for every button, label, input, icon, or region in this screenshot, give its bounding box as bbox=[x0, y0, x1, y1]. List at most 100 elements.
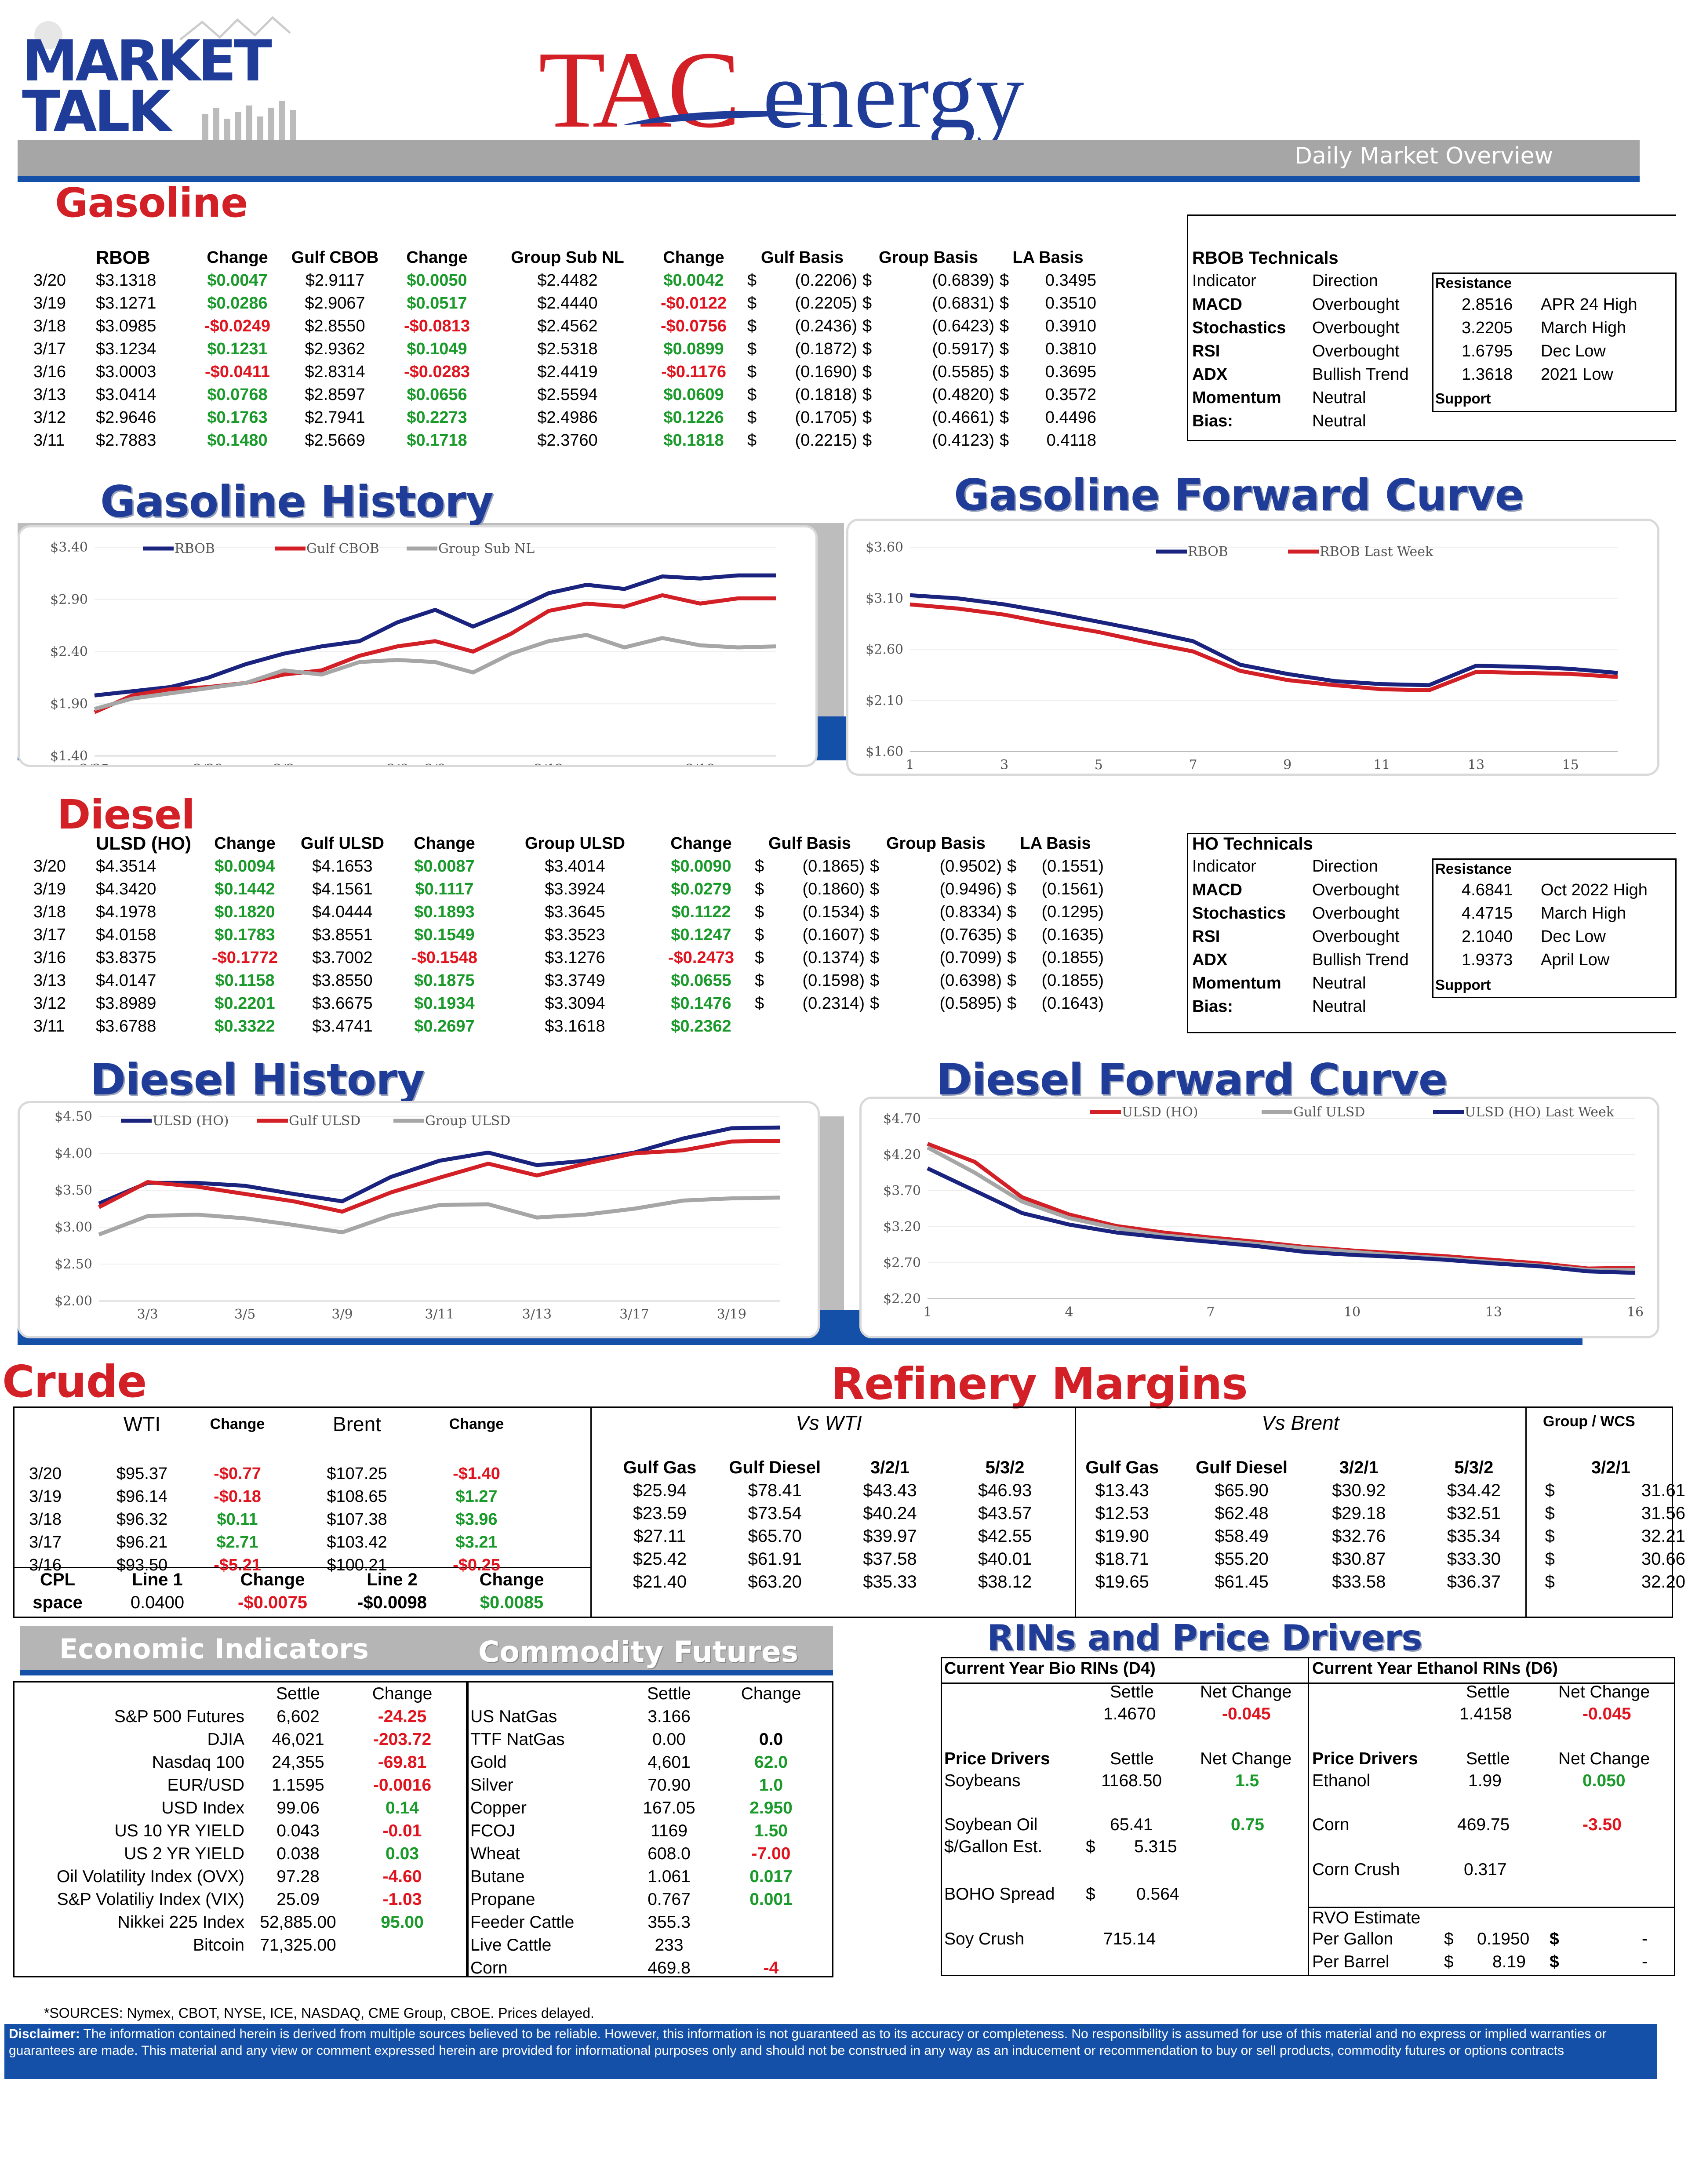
series-line bbox=[94, 593, 776, 714]
commodity-change bbox=[720, 1934, 822, 1957]
row-price: $2.9117 bbox=[305, 271, 365, 290]
y-tick-label: $2.00 bbox=[55, 1294, 92, 1309]
cpl-line bbox=[13, 1567, 591, 1568]
commodity-row: Copper 167.05 2.950 bbox=[468, 1797, 822, 1820]
row-change: $0.2697 bbox=[414, 1017, 475, 1036]
row-change: $0.1549 bbox=[414, 925, 475, 944]
crude-wti: $96.32 bbox=[116, 1510, 168, 1529]
ho-tech-h-ind: Indicator bbox=[1192, 857, 1256, 876]
ref-h0: Gulf Gas bbox=[623, 1457, 697, 1477]
cpl-h1: Line 1 bbox=[132, 1570, 183, 1589]
econ-change: -69.81 bbox=[378, 1753, 427, 1772]
gas-h2: Change bbox=[207, 248, 268, 267]
y-tick-label: $3.10 bbox=[866, 591, 903, 606]
x-tick-label: 1 bbox=[923, 1305, 931, 1320]
row-change: $0.0090 bbox=[671, 857, 731, 876]
tech-level-note: Dec Low bbox=[1541, 927, 1606, 946]
refinery-cell: $78.41 bbox=[748, 1480, 802, 1500]
econ-change: -24.25 bbox=[378, 1707, 427, 1726]
tech-level-value: 2.8516 bbox=[1462, 295, 1513, 314]
crude-brent: $100.21 bbox=[327, 1555, 387, 1574]
row-price: $2.8314 bbox=[305, 362, 365, 381]
basis-dollar: $ bbox=[862, 431, 872, 450]
per-barrel-label: Per Barrel bbox=[1312, 1952, 1390, 1971]
price-row: 3/18 $4.1978 $0.1820 $4.0444 $0.1893 $3.3645 $… bbox=[31, 901, 1106, 923]
row-basis: $ (0.2215) bbox=[745, 429, 860, 452]
basis-dollar: $ bbox=[747, 271, 757, 290]
row-change: $0.0279 bbox=[671, 879, 731, 898]
gas-h3: Gulf CBOB bbox=[291, 248, 379, 267]
refinery-cell: $43.57 bbox=[978, 1503, 1032, 1523]
econ-h1: Settle bbox=[276, 1684, 320, 1703]
crude-brent-change: -$1.40 bbox=[453, 1464, 500, 1483]
crude-h4: Change bbox=[449, 1415, 504, 1432]
tech-direction: Overbought bbox=[1312, 927, 1400, 946]
econ-name: Bitcoin bbox=[193, 1936, 244, 1955]
basis-value: 0.3510 bbox=[1045, 294, 1096, 313]
commodity-settle: 0.767 bbox=[648, 1890, 691, 1909]
row-price: $3.6788 bbox=[96, 1017, 156, 1036]
market-talk-logo: MARKET TALK bbox=[18, 13, 299, 145]
refinery-cell: $43.43 bbox=[863, 1480, 917, 1500]
commodity-name: TTF NatGas bbox=[470, 1730, 565, 1749]
tech-level-note: APR 24 High bbox=[1541, 295, 1637, 314]
wcs-dollar: $ bbox=[1545, 1480, 1555, 1500]
basis-value: (0.1855) bbox=[1041, 971, 1104, 990]
row-date: 3/17 bbox=[33, 339, 66, 358]
row-basis: $ (0.8334) bbox=[867, 901, 1004, 923]
basis-dollar: $ bbox=[754, 925, 764, 944]
gasoline-forward-title: Gasoline Forward Curve bbox=[954, 470, 1524, 520]
crude-wti: $93.50 bbox=[116, 1555, 168, 1574]
econ-change: 0.14 bbox=[386, 1799, 419, 1817]
econ-rows: S&P 500 Futures 6,602 -24.25 DJIA 46,021 -203… bbox=[18, 1705, 455, 1957]
row-change: $0.1158 bbox=[215, 971, 275, 990]
x-tick-label: 3/3 bbox=[137, 1307, 158, 1322]
price-row: 3/19 $3.1271 $0.0286 $2.9067 $0.0517 $2.4440 -… bbox=[31, 292, 1099, 315]
row-price: $3.4741 bbox=[312, 1017, 373, 1036]
per-gallon-value: 0.1950 bbox=[1477, 1930, 1530, 1948]
row-basis: $ (0.1635) bbox=[1004, 923, 1106, 946]
row-change: $0.0047 bbox=[207, 271, 268, 290]
econ-settle: 1.1595 bbox=[272, 1776, 324, 1795]
row-price: $3.1271 bbox=[96, 294, 156, 313]
ethanol-settle: 1.99 bbox=[1468, 1771, 1502, 1790]
crude-wti-change: $0.11 bbox=[217, 1510, 258, 1529]
basis-dollar: $ bbox=[747, 316, 757, 335]
tech-indicator: Momentum bbox=[1192, 974, 1281, 992]
ref-h6: 3/2/1 bbox=[1339, 1457, 1379, 1477]
commodity-change: 62.0 bbox=[754, 1753, 788, 1772]
basis-dollar: $ bbox=[862, 362, 872, 381]
basis-value: (0.1607) bbox=[802, 925, 865, 944]
basis-dollar: $ bbox=[862, 408, 872, 427]
rins-divider bbox=[1308, 1657, 1309, 1976]
basis-dollar: $ bbox=[1007, 994, 1017, 1013]
row-basis: $ (0.6423) bbox=[860, 315, 997, 338]
ho-levels-box bbox=[1432, 858, 1677, 998]
comm-header-row: Settle Change bbox=[468, 1683, 822, 1705]
ref-h2: 3/2/1 bbox=[870, 1457, 909, 1477]
boho-label: BOHO Spread bbox=[944, 1885, 1055, 1904]
tech-indicator: Stochastics bbox=[1192, 319, 1286, 337]
refinery-cell: $25.94 bbox=[633, 1480, 687, 1500]
basis-value: (0.8334) bbox=[939, 902, 1002, 921]
row-change: $0.1476 bbox=[671, 994, 731, 1013]
crude-wti: $96.21 bbox=[116, 1533, 168, 1552]
y-tick-label: $3.40 bbox=[50, 540, 88, 555]
commodity-name: FCOJ bbox=[470, 1821, 515, 1840]
crude-h1: WTI bbox=[123, 1413, 161, 1435]
pd-left-change-h: Net Change bbox=[1200, 1749, 1292, 1768]
tech-indicator: ADX bbox=[1192, 365, 1228, 384]
legend-label: RBOB Last Week bbox=[1320, 544, 1433, 560]
x-tick-label: 1 bbox=[906, 757, 914, 773]
commodity-name: Corn bbox=[470, 1959, 508, 1977]
refinery-rows: $25.94 $78.41 $43.43 $46.93 $13.43 $65.90 $30.… bbox=[604, 1479, 1688, 1593]
tech-indicator: Momentum bbox=[1192, 389, 1281, 407]
econ-settle: 0.043 bbox=[276, 1821, 320, 1840]
refinery-cell: $29.18 bbox=[1332, 1503, 1386, 1523]
soy-crush-label: Soy Crush bbox=[944, 1930, 1025, 1948]
crude-brent: $103.42 bbox=[327, 1533, 387, 1552]
x-tick-label: 7 bbox=[1189, 757, 1197, 773]
cpl-h4: Change bbox=[479, 1570, 544, 1589]
price-row: 3/20 $4.3514 $0.0094 $4.1653 $0.0087 $3.4014 $… bbox=[31, 855, 1106, 878]
basis-value: (0.1561) bbox=[1041, 879, 1104, 898]
